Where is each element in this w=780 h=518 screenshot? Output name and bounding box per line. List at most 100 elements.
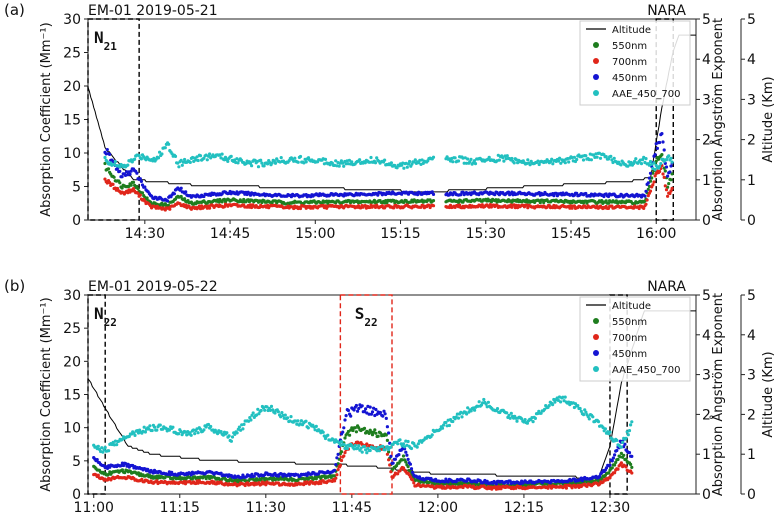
- legend-label: 450nm: [612, 73, 647, 84]
- region-box: [87, 294, 106, 495]
- data-point: [170, 152, 174, 156]
- data-point: [172, 192, 176, 196]
- data-point: [563, 483, 567, 488]
- y-left-tick-label: 5: [72, 180, 81, 196]
- x-tick-label: 15:30: [466, 226, 506, 242]
- data-point: [378, 431, 383, 435]
- data-point: [633, 159, 637, 163]
- data-point: [189, 433, 193, 437]
- data-point: [298, 206, 303, 211]
- data-point: [384, 433, 388, 437]
- data-point: [115, 443, 119, 447]
- data-point: [477, 400, 481, 404]
- data-point: [658, 140, 662, 145]
- data-point: [405, 453, 409, 457]
- data-point: [198, 154, 203, 158]
- data-point: [512, 161, 516, 165]
- panel-a: 0 5 10 15 20 25 30 0 1 2 3 4 5 0 1 2 3 4 5 14:30 14:45 15:00 1…: [4, 1, 776, 242]
- data-point: [226, 159, 230, 163]
- y-far-tick-label: 4: [747, 328, 756, 344]
- data-point: [222, 205, 226, 209]
- data-point: [431, 155, 436, 159]
- data-point: [179, 158, 183, 162]
- data-point: [658, 164, 662, 168]
- data-point: [202, 428, 206, 432]
- y-left-axis-title: Absorption Coefficient (Mm⁻¹): [39, 297, 54, 491]
- data-point: [259, 158, 263, 162]
- data-point: [466, 157, 470, 161]
- data-point: [581, 158, 586, 162]
- y-right-axis-title: Absorption Ångström Exponent: [710, 18, 726, 221]
- data-point: [339, 440, 344, 444]
- data-point: [321, 430, 325, 434]
- data-point: [469, 157, 473, 161]
- data-point: [412, 441, 416, 446]
- data-point: [113, 160, 117, 164]
- data-point: [667, 154, 671, 158]
- data-point: [216, 432, 220, 436]
- data-point: [336, 452, 340, 456]
- data-point: [604, 466, 609, 470]
- data-point: [358, 158, 362, 162]
- data-point: [646, 187, 650, 191]
- data-point: [660, 153, 664, 157]
- data-point: [502, 159, 506, 163]
- data-point: [646, 194, 650, 198]
- data-point: [133, 433, 137, 437]
- data-point: [556, 159, 561, 163]
- data-point: [385, 452, 389, 456]
- data-point: [206, 422, 211, 427]
- data-point: [236, 161, 240, 165]
- data-point: [515, 419, 519, 423]
- data-point: [430, 433, 434, 437]
- y-left-tick-label: 5: [72, 454, 81, 470]
- data-point: [408, 462, 412, 466]
- x-tick-label: 16:00: [636, 226, 676, 242]
- data-point: [451, 160, 455, 164]
- region-label: N22: [94, 304, 117, 329]
- data-point: [183, 197, 187, 201]
- data-point: [487, 155, 491, 159]
- data-point: [356, 409, 360, 413]
- data-point: [195, 155, 199, 159]
- data-point: [531, 420, 535, 424]
- data-point: [387, 450, 391, 454]
- data-point: [404, 450, 408, 454]
- data-point: [118, 169, 122, 173]
- x-tick-label: 12:15: [504, 500, 544, 516]
- x-tick-label: 12:00: [418, 500, 458, 516]
- data-point: [158, 423, 162, 427]
- region-box: [87, 18, 140, 221]
- data-point: [480, 203, 484, 207]
- data-point: [155, 428, 159, 432]
- data-point: [229, 439, 233, 443]
- data-point: [362, 410, 367, 414]
- data-point: [139, 179, 143, 183]
- data-point: [115, 167, 120, 171]
- data-point: [393, 457, 397, 461]
- data-point: [360, 450, 364, 454]
- data-point: [465, 412, 469, 416]
- data-point: [397, 453, 401, 457]
- data-point: [383, 412, 387, 416]
- legend-label: 550nm: [612, 317, 647, 328]
- x-tick-label: 12:30: [590, 500, 630, 516]
- data-point: [412, 481, 416, 485]
- series-altitude-line: [87, 34, 696, 193]
- data-point: [105, 148, 109, 152]
- y-far-axis-title: Altitude (Km): [761, 76, 776, 162]
- data-point: [375, 449, 379, 453]
- data-point: [262, 164, 266, 168]
- data-point: [326, 433, 330, 437]
- data-point: [644, 202, 648, 206]
- series-700nm: [92, 440, 634, 491]
- data-point: [613, 471, 617, 475]
- data-point: [103, 177, 107, 181]
- data-point: [442, 423, 446, 427]
- data-point: [406, 439, 410, 444]
- data-point: [376, 434, 380, 438]
- data-point: [336, 468, 340, 472]
- data-point: [669, 189, 673, 193]
- data-point: [505, 154, 509, 158]
